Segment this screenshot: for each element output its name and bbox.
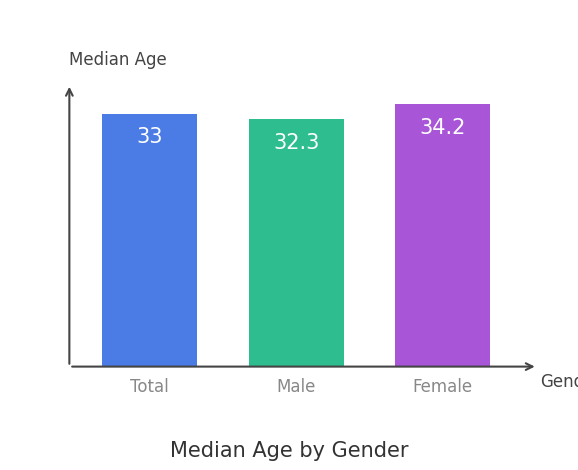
Text: 33: 33 xyxy=(136,127,163,148)
Text: 32.3: 32.3 xyxy=(273,133,319,153)
Bar xyxy=(102,114,197,367)
Text: Median Age: Median Age xyxy=(69,51,167,70)
Text: Median Age by Gender: Median Age by Gender xyxy=(170,441,408,461)
Bar xyxy=(395,104,490,367)
Bar xyxy=(249,119,344,367)
Text: 34.2: 34.2 xyxy=(419,118,466,138)
Text: Gender: Gender xyxy=(540,373,578,391)
